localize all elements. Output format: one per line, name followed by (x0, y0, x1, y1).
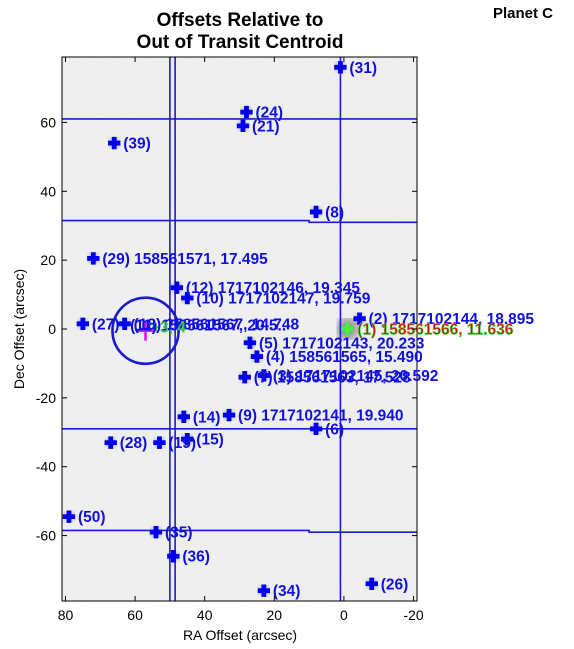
star-marker-7 (181, 291, 194, 305)
star-label-14: (7) 158561563, 17.528 (254, 370, 411, 387)
star-marker-23 (167, 550, 180, 563)
star-marker-24 (257, 584, 271, 597)
star-markers (62, 61, 378, 597)
star-label-3: (39) (123, 136, 151, 153)
star-label-4: (8) (325, 204, 344, 221)
star-label-18: (28) (120, 435, 148, 452)
star-marker-8 (76, 317, 90, 331)
star-marker-1 (240, 105, 253, 119)
star-marker-0 (334, 61, 347, 74)
star-marker-22 (149, 525, 163, 539)
star-marker-3 (108, 136, 121, 150)
star-marker-14 (238, 371, 251, 384)
centroid-uncertainty-circle (111, 296, 180, 366)
star-label-13: (3) 1717102145, 20.592 (273, 368, 438, 385)
star-label-17: (6) (325, 421, 344, 438)
chart-title-line2: Out of Transit Centroid (137, 32, 344, 53)
star-label-9: (18) 158561567, 14.748 (134, 316, 300, 333)
star-marker-5 (87, 252, 100, 265)
star-label-19: (19) (168, 435, 196, 452)
star-marker-19 (153, 436, 166, 449)
star-marker-10 (353, 312, 366, 325)
star-marker-9 (118, 317, 131, 331)
star-marker-4 (309, 205, 323, 219)
star-labels: (31) (24)(21) (39) (8) (29) 158561571, 17.49… (78, 60, 534, 600)
star-label-11: (5) 1717102143, 20.233 (259, 335, 425, 352)
x-tick-label-1: 60 (127, 607, 143, 623)
star-label-24: (34) (273, 583, 301, 600)
star-label-23: (36) (182, 549, 210, 566)
star-marker-18 (104, 436, 117, 449)
star-marker-2 (236, 119, 250, 133)
y-tick-label-6: -60 (36, 528, 56, 544)
y-axis-label: Dec Offset (arcsec) (11, 269, 27, 389)
star-marker-16 (222, 408, 236, 422)
star-marker-11 (243, 336, 257, 349)
star-label-8: (27) (92, 316, 120, 333)
star-label-7: (10) 1717102147, 19.759 (196, 291, 370, 308)
star-marker-25 (365, 577, 378, 590)
y-tick-label-4: -20 (36, 390, 56, 406)
star-marker-13 (257, 369, 271, 382)
star-label-5: (29) 158561571, 17.495 (102, 251, 268, 268)
star-label-21: (50) (78, 509, 106, 526)
target-star-marker (341, 322, 354, 336)
x-tick-label-2: 40 (197, 607, 213, 623)
y-tick-label-3: 0 (48, 321, 56, 337)
star-label-12: (4) 158561565, 15.490 (266, 349, 423, 366)
chart-title-line1: Offsets Relative to (157, 10, 324, 31)
aperture-lines (62, 57, 417, 601)
star-label-25: (26) (381, 576, 409, 593)
y-tick-label-0: 60 (40, 114, 56, 130)
x-tick-label-3: 20 (267, 607, 283, 623)
star-label-15: (14) (193, 409, 221, 426)
star-marker-17 (309, 422, 323, 436)
star-marker-6 (170, 281, 184, 294)
y-tick-label-2: 20 (40, 252, 56, 268)
axis-ticks: 80 60 40 20 0 -20 60 40 20 0 -20 -40 -60 (36, 57, 424, 623)
star-label-10: (2) 1717102144, 18.895 (369, 311, 535, 328)
star-label-1: (24) (255, 105, 283, 122)
star-label-2: (21) (252, 118, 280, 135)
centroid-label: 3, 4 (160, 319, 186, 336)
x-tick-label-5: -20 (403, 607, 423, 623)
horizontal-line-1 (62, 219, 417, 224)
star-label-22: (35) (165, 525, 193, 542)
star-marker-21 (62, 510, 76, 523)
y-tick-label-5: -40 (36, 459, 56, 475)
overlap-star-label: (11) 158561567, 20.5.. (130, 317, 286, 334)
star-marker-12 (250, 350, 264, 363)
star-marker-20 (181, 432, 194, 446)
star-label-20: (15) (196, 432, 224, 449)
sky-image-noise (62, 57, 417, 601)
target-star-label: (1) 158561566, 11.636 (357, 322, 513, 339)
y-tick-label-1: 40 (40, 183, 56, 199)
star-label-0: (31) (349, 60, 377, 77)
plot-area (61, 56, 418, 602)
star-label-16: (9) 1717102141, 19.940 (238, 408, 403, 425)
horizontal-line-3 (62, 529, 417, 533)
x-axis-label: RA Offset (arcsec) (183, 627, 297, 643)
star-label-6: (12) 1717102146, 19.345 (186, 280, 360, 297)
x-tick-label-4: 0 (340, 607, 348, 623)
star-marker-15 (177, 410, 191, 423)
x-tick-label-0: 80 (58, 607, 74, 623)
side-chart-title: Planet C (493, 5, 553, 22)
